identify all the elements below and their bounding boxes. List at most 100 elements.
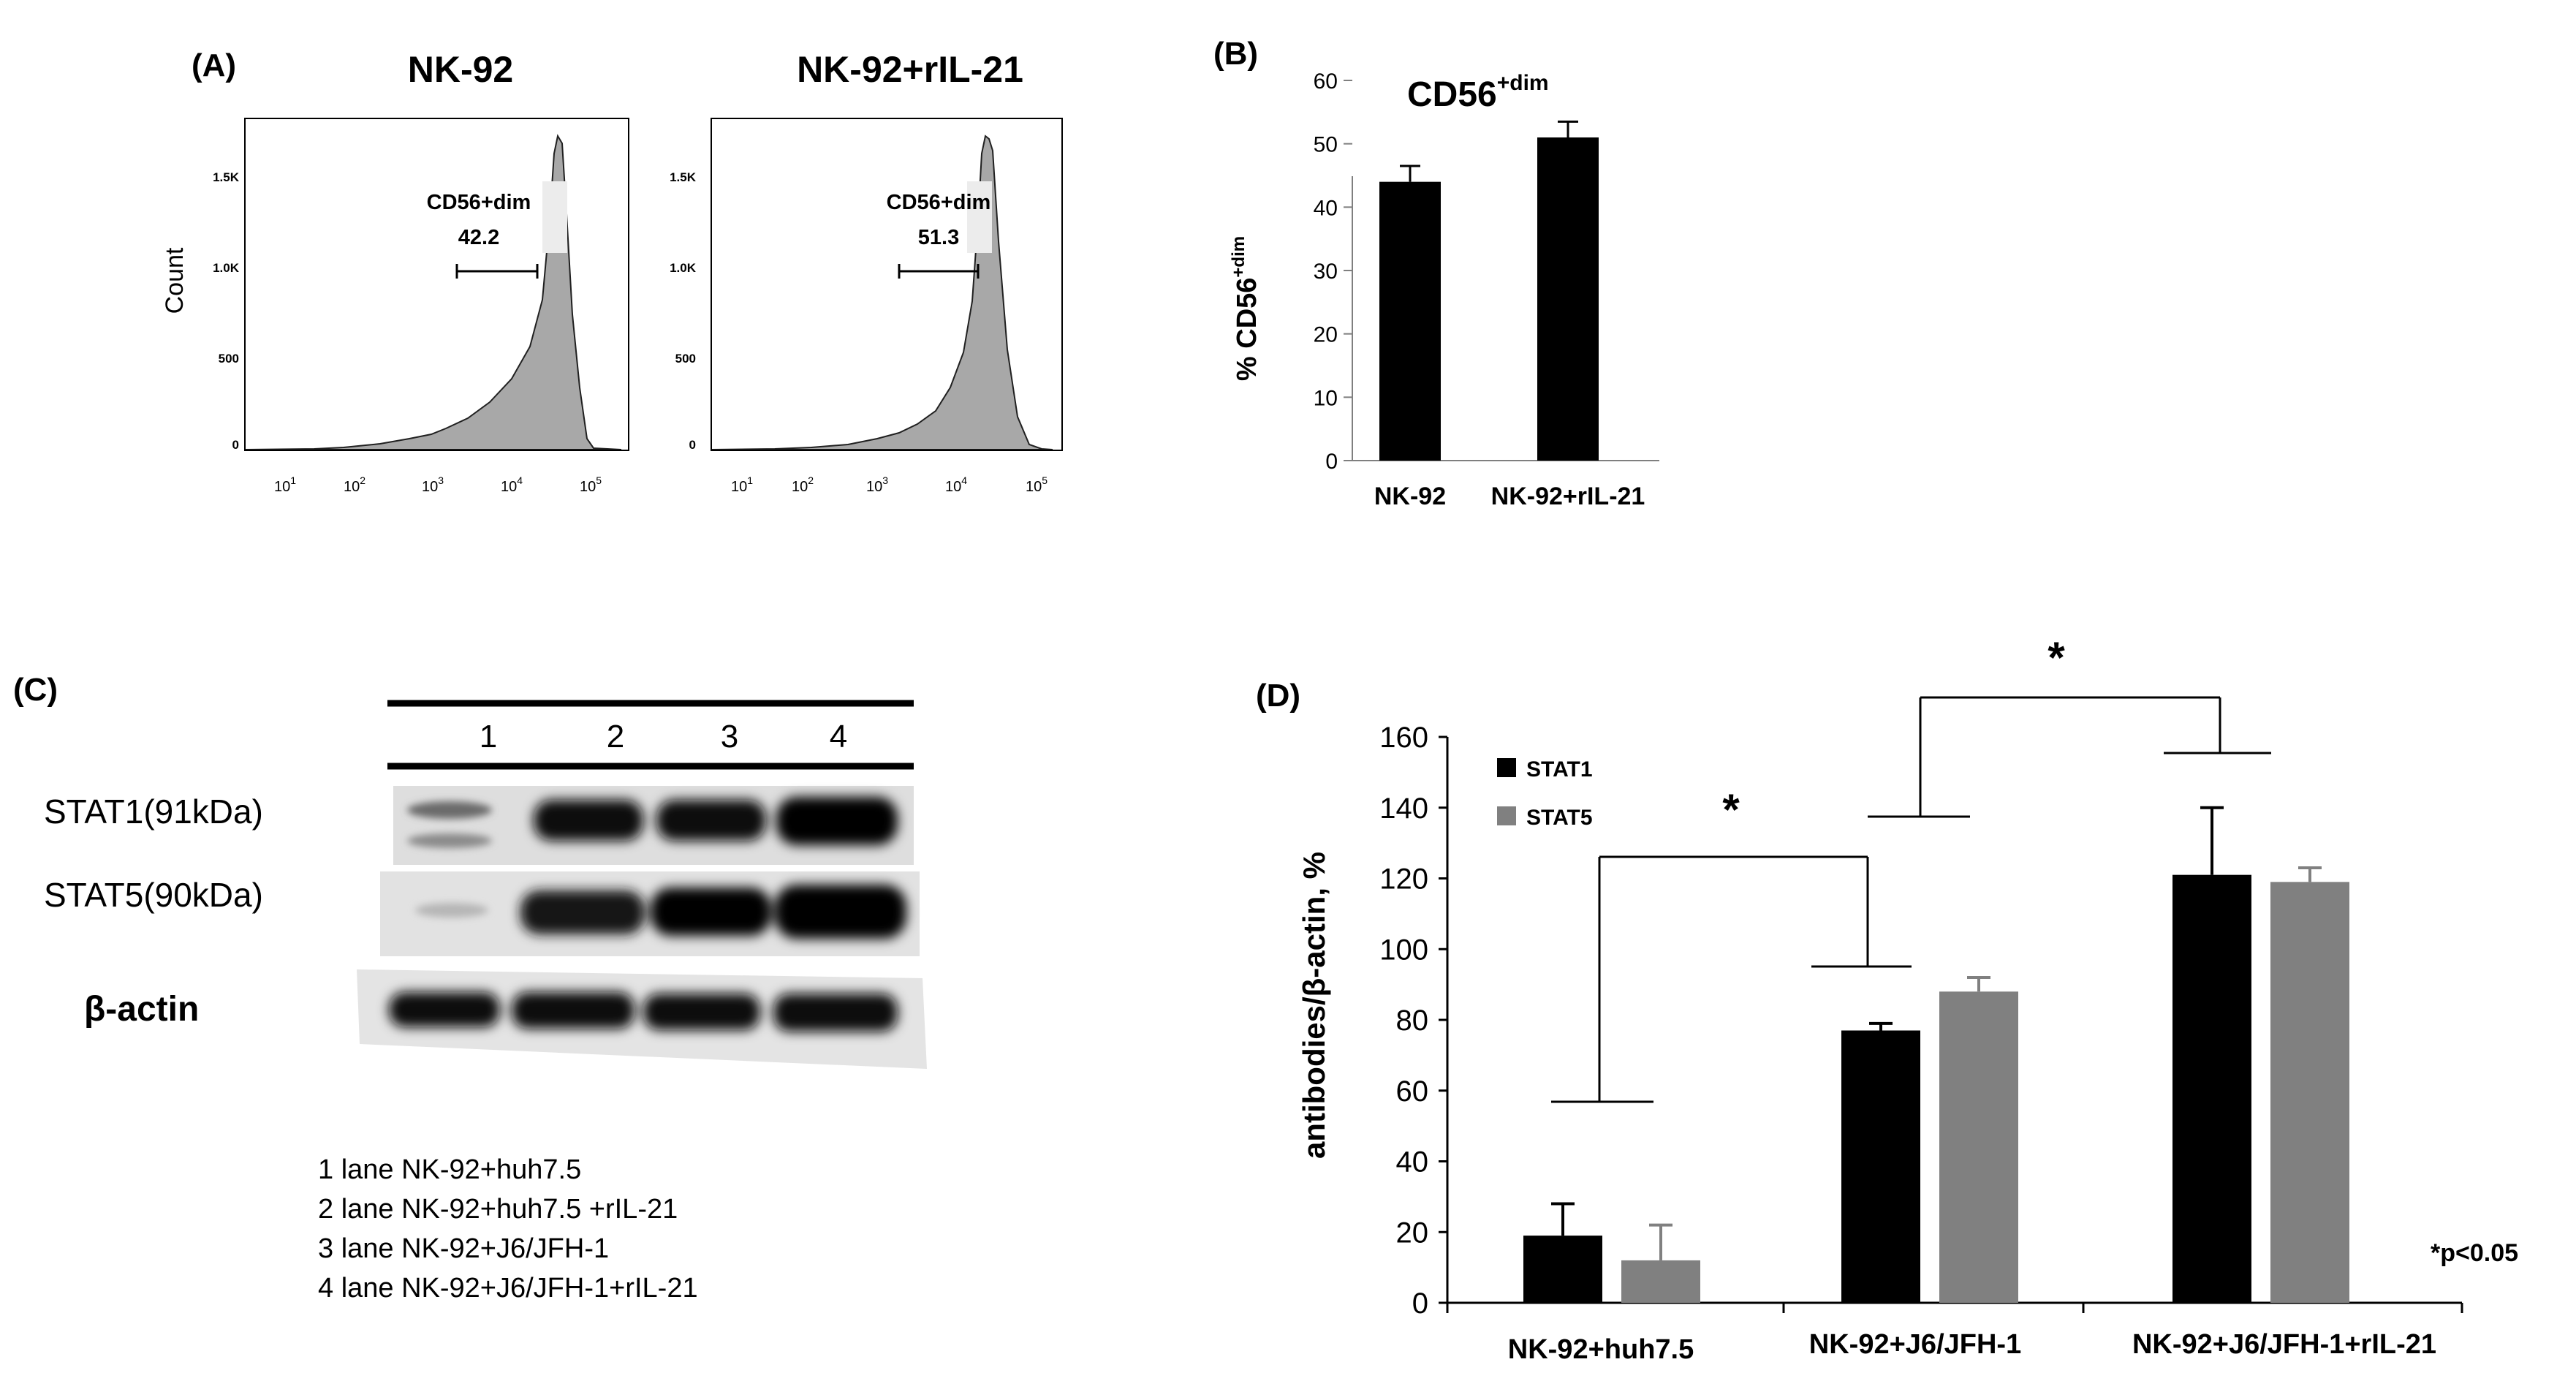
- x-tick-label: 102: [792, 474, 814, 495]
- band-lane-4: [773, 994, 898, 1032]
- significance-star: *: [1722, 785, 1740, 834]
- gate-label: CD56+dim: [887, 191, 991, 214]
- bar-stat1: [1841, 1030, 1920, 1303]
- legend-swatch-stat1: [1497, 758, 1516, 777]
- lane-number: 1: [480, 719, 497, 754]
- band-lane-3: [643, 994, 760, 1030]
- y-tick-label: 1.5K: [670, 170, 697, 184]
- bar: [1379, 181, 1441, 461]
- band-label: STAT5(90kDa): [44, 876, 263, 914]
- y-tick-label: 20: [1314, 323, 1338, 347]
- count-axis-label: Count: [161, 247, 189, 314]
- significance-bracket-1: [1551, 855, 1912, 1103]
- y-tick-label: 0: [232, 438, 239, 452]
- y-tick-label: 1.5K: [213, 170, 240, 184]
- panel-c: (C) 1 2 3 4 STAT1(91kDa) STAT5(90kDa) β-…: [13, 672, 927, 1304]
- gate-value: 51.3: [918, 226, 959, 249]
- x-tick-label: 105: [1026, 474, 1048, 495]
- bar-stat1: [1523, 1236, 1602, 1303]
- gate-value: 42.2: [458, 226, 499, 249]
- histogram-frame: [711, 118, 1063, 451]
- y-tick-label: 20: [1396, 1217, 1429, 1249]
- category-label: NK-92: [1374, 483, 1446, 510]
- y-tick-label: 1.0K: [670, 261, 697, 275]
- x-tick-label: 103: [866, 474, 888, 495]
- y-tick-label: 50: [1314, 133, 1338, 157]
- chart-title: CD56+dim: [1407, 71, 1549, 114]
- bar-stat5: [1939, 991, 2018, 1303]
- x-tick-label: 104: [945, 474, 967, 495]
- category-label: NK-92+huh7.5: [1508, 1334, 1694, 1365]
- bar: [1537, 137, 1599, 461]
- band-lane-1-lower: [407, 833, 492, 848]
- band-lane-1: [415, 903, 488, 918]
- y-tick-label: 140: [1379, 793, 1428, 825]
- y-tick-label: 40: [1396, 1146, 1429, 1179]
- band-lane-4: [775, 885, 906, 939]
- band-lane-3: [651, 888, 771, 936]
- gate-highlight: [542, 181, 567, 253]
- bar-stat1: [2172, 874, 2251, 1303]
- y-axis-title: % CD56+dim: [1229, 236, 1262, 381]
- blot-beta-actin: [357, 969, 927, 1069]
- histogram-curve: [244, 134, 622, 450]
- histogram-title: NK-92+rIL-21: [797, 49, 1023, 90]
- x-tick-label: 101: [274, 474, 296, 495]
- lane-number: 4: [830, 719, 847, 754]
- significance-bracket-2: [1868, 696, 2271, 818]
- panel-c-label: (C): [13, 672, 58, 708]
- y-tick-label: 500: [675, 352, 696, 366]
- y-tick-label: 120: [1379, 863, 1428, 896]
- y-tick-label: 60: [1314, 69, 1338, 94]
- gate-label: CD56+dim: [427, 191, 531, 214]
- gate-highlight: [967, 181, 992, 253]
- lane-number: 3: [721, 719, 738, 754]
- y-tick-label: 500: [219, 352, 239, 366]
- y-tick-label: 30: [1314, 260, 1338, 284]
- blot-stat5: [380, 871, 920, 956]
- histogram-frame: [244, 118, 629, 451]
- histogram-curve: [711, 135, 1053, 450]
- category-label: NK-92+J6/JFH-1: [1809, 1329, 2021, 1360]
- x-tick-label: 102: [344, 474, 365, 495]
- legend-label: STAT5: [1526, 806, 1593, 830]
- lane-legend-item: 4 lane NK-92+J6/JFH-1+rIL-21: [318, 1273, 698, 1304]
- band-lane-1: [407, 801, 492, 819]
- band-lane-2: [512, 992, 634, 1029]
- panel-b-label: (B): [1213, 36, 1258, 72]
- y-tick-label: 0: [1325, 450, 1338, 474]
- blot-background: [357, 969, 927, 1069]
- chart-legend: STAT1 STAT5: [1497, 757, 1593, 830]
- y-tick-label: 1.0K: [213, 261, 240, 275]
- significance-note: *p<0.05: [2431, 1239, 2518, 1267]
- legend-label: STAT1: [1526, 757, 1593, 782]
- significance-star: *: [1560, 154, 1576, 200]
- band-lane-2: [534, 800, 643, 841]
- histogram-nk92: NK-92 CD56+dim 42.2 1.5K 1.0K 500 0 101 …: [213, 49, 629, 495]
- y-tick-label: 100: [1379, 934, 1428, 966]
- band-lane-1: [389, 992, 500, 1027]
- x-tick-label: 104: [501, 474, 523, 495]
- lane-number: 2: [607, 719, 624, 754]
- lane-legend-item: 1 lane NK-92+huh7.5: [318, 1154, 581, 1185]
- bar-stat5: [2270, 882, 2349, 1303]
- panel-a-label: (A): [192, 48, 236, 83]
- y-tick-label: 40: [1314, 196, 1338, 220]
- x-tick-label: 103: [422, 474, 444, 495]
- y-tick-label: 160: [1379, 722, 1428, 754]
- band-lane-3: [656, 800, 766, 841]
- significance-star: *: [2047, 633, 2065, 682]
- x-tick-label: 105: [580, 474, 602, 495]
- band-lane-2: [520, 890, 645, 934]
- lane-legend-item: 3 lane NK-92+J6/JFH-1: [318, 1233, 609, 1264]
- histogram-nk92-ril21: NK-92+rIL-21 CD56+dim 51.3 1.5K 1.0K 500…: [670, 49, 1063, 495]
- y-tick-label: 10: [1314, 386, 1338, 410]
- panel-d: (D) antibodies/β-actin, % 0 20 40 60 80 100 12…: [1256, 633, 2518, 1365]
- y-axis-title: antibodies/β-actin, %: [1297, 852, 1331, 1159]
- blot-stat1: [393, 786, 914, 865]
- legend-swatch-stat5: [1497, 806, 1516, 825]
- y-tick-label: 80: [1396, 1005, 1429, 1037]
- y-tick-label: 60: [1396, 1075, 1429, 1108]
